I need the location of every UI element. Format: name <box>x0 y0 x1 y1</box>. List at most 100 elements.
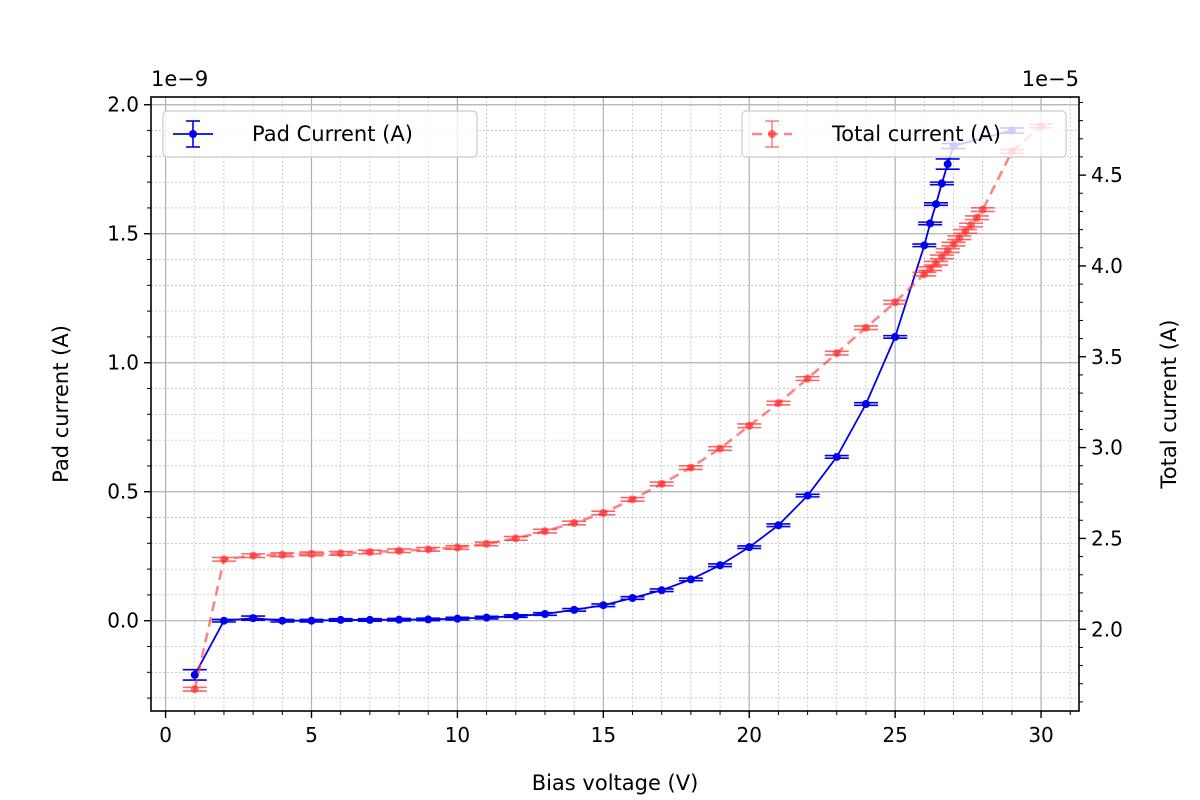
data-point <box>920 270 929 279</box>
data-point <box>926 264 935 273</box>
data-point <box>955 233 964 242</box>
data-point <box>628 495 637 504</box>
data-point <box>861 400 870 408</box>
right-axis-exponent: 1e−5 <box>1022 67 1079 91</box>
right-y-tick-label: 4.5 <box>1091 163 1123 187</box>
data-point <box>599 601 608 610</box>
left-y-tick-label: 0.0 <box>107 609 139 633</box>
data-point <box>937 179 946 188</box>
data-point <box>511 612 520 621</box>
data-point <box>978 205 987 214</box>
legend-label-total-current: Total current (A) <box>831 122 1001 146</box>
x-tick-label: 10 <box>445 723 470 747</box>
x-axis-label: Bias voltage (V) <box>532 771 699 795</box>
right-y-tick-label: 2.5 <box>1091 526 1123 550</box>
data-point <box>336 549 345 558</box>
data-point <box>716 444 725 453</box>
right-y-tick-label: 4.0 <box>1091 254 1123 278</box>
data-point <box>424 545 433 554</box>
left-y-tick-label: 2.0 <box>107 93 139 117</box>
data-point <box>686 463 695 472</box>
right-y-axis-label: Total current (A) <box>1157 320 1181 490</box>
legend-point <box>768 130 776 138</box>
data-point <box>190 670 199 679</box>
x-tick-label: 5 <box>305 723 318 747</box>
legend-box <box>741 110 1067 158</box>
right-y-tick-label: 2.0 <box>1091 617 1123 641</box>
data-point <box>774 521 783 530</box>
data-point <box>628 594 637 603</box>
data-point <box>803 374 812 383</box>
data-point <box>932 259 941 268</box>
data-point <box>774 399 783 408</box>
data-point <box>190 685 199 694</box>
series-pad-current <box>182 126 1024 681</box>
x-tick-label: 15 <box>591 723 616 747</box>
data-point <box>336 615 345 624</box>
data-point <box>657 479 666 488</box>
data-point <box>395 546 404 555</box>
data-point <box>832 452 841 461</box>
data-point <box>745 543 754 552</box>
data-point <box>453 614 462 623</box>
data-point <box>961 227 970 236</box>
data-point <box>307 549 316 558</box>
data-point <box>926 219 935 228</box>
left-y-tick-label: 0.5 <box>107 480 139 504</box>
data-point <box>482 539 491 548</box>
legend-point <box>189 130 197 138</box>
data-point <box>943 246 952 255</box>
series-layer <box>182 122 1054 694</box>
data-point <box>686 575 695 584</box>
right-y-tick-label: 3.0 <box>1091 436 1123 460</box>
legend-marker-total-current <box>752 120 792 148</box>
data-point <box>540 609 549 618</box>
data-point <box>832 349 841 358</box>
x-tick-label: 20 <box>737 723 762 747</box>
data-point <box>395 615 404 624</box>
data-point <box>745 421 754 430</box>
left-y-tick-label: 1.5 <box>107 222 139 246</box>
data-point <box>249 614 258 623</box>
legend-pad-current: Pad Current (A) <box>162 110 478 158</box>
data-point <box>482 613 491 622</box>
data-point <box>891 298 900 307</box>
legend-total-current: Total current (A) <box>741 110 1067 158</box>
data-point <box>511 534 520 543</box>
data-point <box>278 550 287 559</box>
data-point <box>219 616 228 625</box>
data-point <box>249 551 258 560</box>
left-axis-exponent: 1e−9 <box>151 67 208 91</box>
data-point <box>453 543 462 552</box>
x-tick-label: 0 <box>159 723 172 747</box>
x-tick-label: 25 <box>882 723 907 747</box>
data-point <box>716 561 725 570</box>
data-point <box>861 323 870 332</box>
left-y-axis-label: Pad current (A) <box>49 325 73 483</box>
data-point <box>972 213 981 222</box>
data-point <box>307 616 316 625</box>
legend-label-pad-current: Pad Current (A) <box>252 122 413 146</box>
legend-marker-pad-current <box>173 120 213 148</box>
data-point <box>365 615 374 624</box>
plot-frame <box>150 96 1080 712</box>
data-point <box>949 240 958 249</box>
data-point <box>424 615 433 624</box>
series-total-current <box>182 122 1054 694</box>
data-point <box>570 605 579 614</box>
x-tick-label: 30 <box>1028 723 1053 747</box>
data-point <box>937 252 946 261</box>
data-point <box>932 200 941 209</box>
data-point <box>219 555 228 564</box>
data-point <box>943 160 952 169</box>
series-line <box>193 125 1042 690</box>
data-point <box>599 508 608 517</box>
ticks-layer: 0 5 10 15 20 25 30 0.0 0.5 1.0 1.5 2.0 2.0 2.5 3.0 3.5 4… <box>107 93 1123 747</box>
data-point <box>570 518 579 527</box>
left-y-tick-label: 1.0 <box>107 351 139 375</box>
right-y-tick-label: 3.5 <box>1091 345 1123 369</box>
data-point <box>920 241 929 250</box>
data-point <box>657 586 666 595</box>
legend-box <box>162 110 478 158</box>
